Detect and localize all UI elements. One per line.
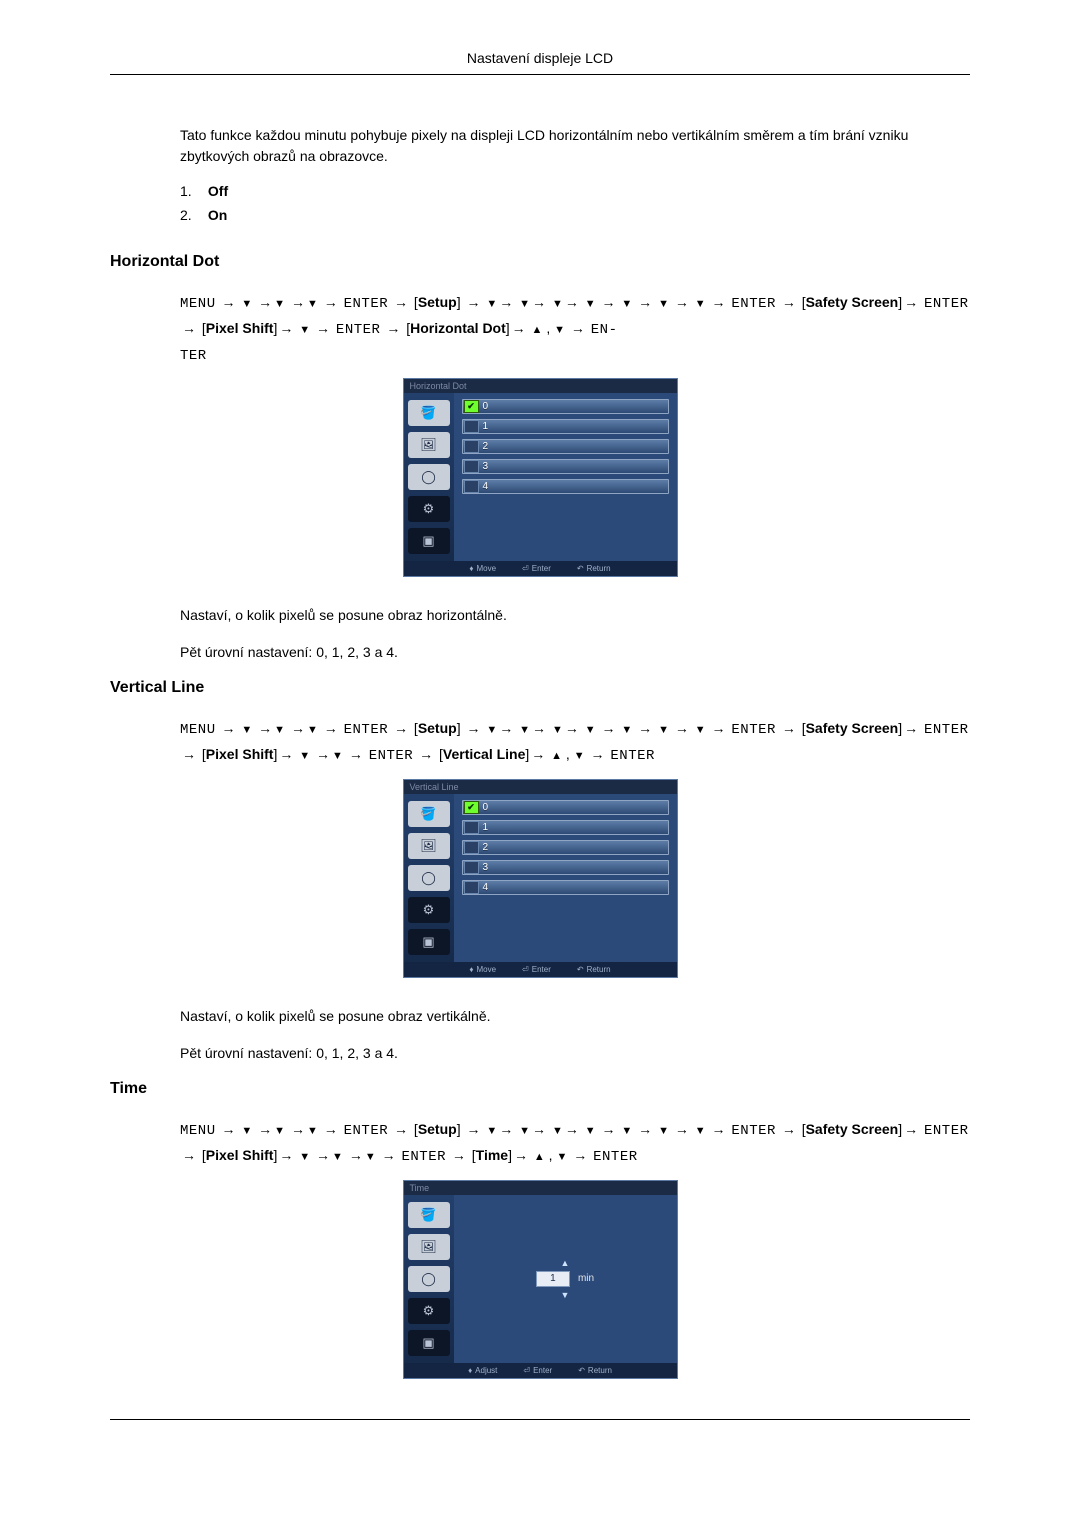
check-icon: ✔	[464, 801, 479, 814]
circle-icon[interactable]: ◯	[408, 464, 450, 490]
time-unit: min	[578, 1273, 594, 1284]
osd-vertical-line: Vertical Line 🪣 🖼 ◯ ⚙ ▣ ✔0 1 2 3 4 ♦Move…	[110, 779, 970, 978]
list-item: 1. Off	[180, 183, 970, 199]
picture-icon[interactable]: 🖼	[408, 1234, 450, 1260]
osd-footer: ♦Move ⏎Enter ↶Return	[404, 561, 677, 576]
checkbox-empty-icon	[464, 821, 479, 834]
osd-option-list: ✔0 1 2 3 4	[454, 794, 677, 962]
osd-option-list: ✔0 1 2 3 4	[454, 393, 677, 561]
checkbox-empty-icon	[464, 480, 479, 493]
checkbox-empty-icon	[464, 841, 479, 854]
vline-desc1: Nastaví, o kolik pixelů se posune obraz …	[180, 1006, 970, 1027]
section-heading-time: Time	[110, 1080, 970, 1098]
gear-icon[interactable]: ⚙	[408, 496, 450, 522]
osd-option-row[interactable]: 1	[462, 419, 669, 434]
enter-icon: ⏎	[522, 564, 529, 573]
paint-bucket-icon[interactable]: 🪣	[408, 801, 450, 827]
circle-icon[interactable]: ◯	[408, 865, 450, 891]
osd-sidebar: 🪣 🖼 ◯ ⚙ ▣	[404, 393, 454, 561]
list-label-on: On	[208, 207, 227, 223]
paint-bucket-icon[interactable]: 🪣	[408, 400, 450, 426]
list-label-off: Off	[208, 183, 228, 199]
osd-time-spinner: ▲ 1 min ▼	[454, 1195, 677, 1363]
return-icon: ↶	[577, 564, 584, 573]
menu-path-horizontal-dot: MENU → ▼ →▼ →▼ → ENTER → [Setup] → ▼→ ▼→…	[180, 291, 970, 368]
osd-option-row[interactable]: 2	[462, 840, 669, 855]
section-heading-horizontal-dot: Horizontal Dot	[110, 253, 970, 271]
hdot-desc2: Pět úrovní nastavení: 0, 1, 2, 3 a 4.	[180, 642, 970, 663]
enter-icon: ⏎	[522, 965, 529, 974]
off-on-list: 1. Off 2. On	[180, 183, 970, 223]
checkbox-empty-icon	[464, 861, 479, 874]
osd-option-row[interactable]: ✔0	[462, 800, 669, 815]
enter-icon: ⏎	[523, 1366, 530, 1375]
check-icon: ✔	[464, 400, 479, 413]
move-icon: ♦	[469, 965, 473, 974]
paint-bucket-icon[interactable]: 🪣	[408, 1202, 450, 1228]
list-number: 1.	[180, 183, 204, 199]
osd-option-row[interactable]: 2	[462, 439, 669, 454]
pip-icon[interactable]: ▣	[408, 929, 450, 955]
osd-option-row[interactable]: 4	[462, 880, 669, 895]
checkbox-empty-icon	[464, 460, 479, 473]
osd-option-row[interactable]: ✔0	[462, 399, 669, 414]
osd-title: Horizontal Dot	[404, 379, 677, 393]
gear-icon[interactable]: ⚙	[408, 1298, 450, 1324]
menu-path-vertical-line: MENU → ▼ →▼ →▼ → ENTER → [Setup] → ▼→ ▼→…	[180, 717, 970, 769]
return-icon: ↶	[577, 965, 584, 974]
vline-desc2: Pět úrovní nastavení: 0, 1, 2, 3 a 4.	[180, 1043, 970, 1064]
osd-footer: ♦Move ⏎Enter ↶Return	[404, 962, 677, 977]
osd-title: Vertical Line	[404, 780, 677, 794]
menu-path-time: MENU → ▼ →▼ →▼ → ENTER → [Setup] → ▼→ ▼→…	[180, 1118, 970, 1170]
pip-icon[interactable]: ▣	[408, 528, 450, 554]
picture-icon[interactable]: 🖼	[408, 432, 450, 458]
footer-divider	[110, 1419, 970, 1420]
picture-icon[interactable]: 🖼	[408, 833, 450, 859]
section-heading-vertical-line: Vertical Line	[110, 679, 970, 697]
osd-time: Time 🪣 🖼 ◯ ⚙ ▣ ▲ 1 min ▼ ♦Adjust ⏎Enter …	[110, 1180, 970, 1379]
list-number: 2.	[180, 207, 204, 223]
checkbox-empty-icon	[464, 440, 479, 453]
pip-icon[interactable]: ▣	[408, 1330, 450, 1356]
adjust-icon: ♦	[468, 1366, 472, 1375]
osd-option-row[interactable]: 3	[462, 860, 669, 875]
osd-option-row[interactable]: 3	[462, 459, 669, 474]
time-value[interactable]: 1	[536, 1271, 570, 1287]
checkbox-empty-icon	[464, 420, 479, 433]
circle-icon[interactable]: ◯	[408, 1266, 450, 1292]
osd-option-row[interactable]: 4	[462, 479, 669, 494]
checkbox-empty-icon	[464, 881, 479, 894]
osd-footer: ♦Adjust ⏎Enter ↶Return	[404, 1363, 677, 1378]
return-icon: ↶	[578, 1366, 585, 1375]
osd-horizontal-dot: Horizontal Dot 🪣 🖼 ◯ ⚙ ▣ ✔0 1 2 3 4 ♦Mov…	[110, 378, 970, 577]
list-item: 2. On	[180, 207, 970, 223]
osd-option-row[interactable]: 1	[462, 820, 669, 835]
arrow-down-icon[interactable]: ▼	[561, 1290, 570, 1300]
move-icon: ♦	[469, 564, 473, 573]
osd-title: Time	[404, 1181, 677, 1195]
page-header: Nastavení displeje LCD	[110, 50, 970, 75]
osd-sidebar: 🪣 🖼 ◯ ⚙ ▣	[404, 794, 454, 962]
osd-sidebar: 🪣 🖼 ◯ ⚙ ▣	[404, 1195, 454, 1363]
gear-icon[interactable]: ⚙	[408, 897, 450, 923]
intro-paragraph: Tato funkce každou minutu pohybuje pixel…	[180, 125, 970, 167]
menu-token: MENU	[180, 296, 216, 312]
arrow-up-icon[interactable]: ▲	[561, 1258, 570, 1268]
hdot-desc1: Nastaví, o kolik pixelů se posune obraz …	[180, 605, 970, 626]
